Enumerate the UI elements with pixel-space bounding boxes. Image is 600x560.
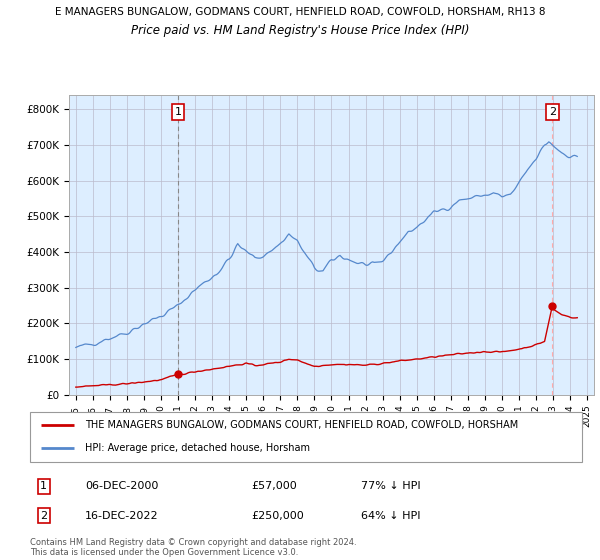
Text: 77% ↓ HPI: 77% ↓ HPI [361,481,421,491]
Text: E MANAGERS BUNGALOW, GODMANS COURT, HENFIELD ROAD, COWFOLD, HORSHAM, RH13 8: E MANAGERS BUNGALOW, GODMANS COURT, HENF… [55,7,545,17]
Text: 2: 2 [40,511,47,521]
Text: 06-DEC-2000: 06-DEC-2000 [85,481,158,491]
Text: 64% ↓ HPI: 64% ↓ HPI [361,511,421,521]
Text: £57,000: £57,000 [251,481,296,491]
Text: HPI: Average price, detached house, Horsham: HPI: Average price, detached house, Hors… [85,444,310,454]
Text: 16-DEC-2022: 16-DEC-2022 [85,511,159,521]
Text: 1: 1 [40,481,47,491]
Text: 2: 2 [549,107,556,117]
Text: THE MANAGERS BUNGALOW, GODMANS COURT, HENFIELD ROAD, COWFOLD, HORSHAM: THE MANAGERS BUNGALOW, GODMANS COURT, HE… [85,420,518,430]
Text: 1: 1 [175,107,182,117]
Text: Contains HM Land Registry data © Crown copyright and database right 2024.
This d: Contains HM Land Registry data © Crown c… [30,538,356,557]
Text: Price paid vs. HM Land Registry's House Price Index (HPI): Price paid vs. HM Land Registry's House … [131,24,469,36]
Text: £250,000: £250,000 [251,511,304,521]
